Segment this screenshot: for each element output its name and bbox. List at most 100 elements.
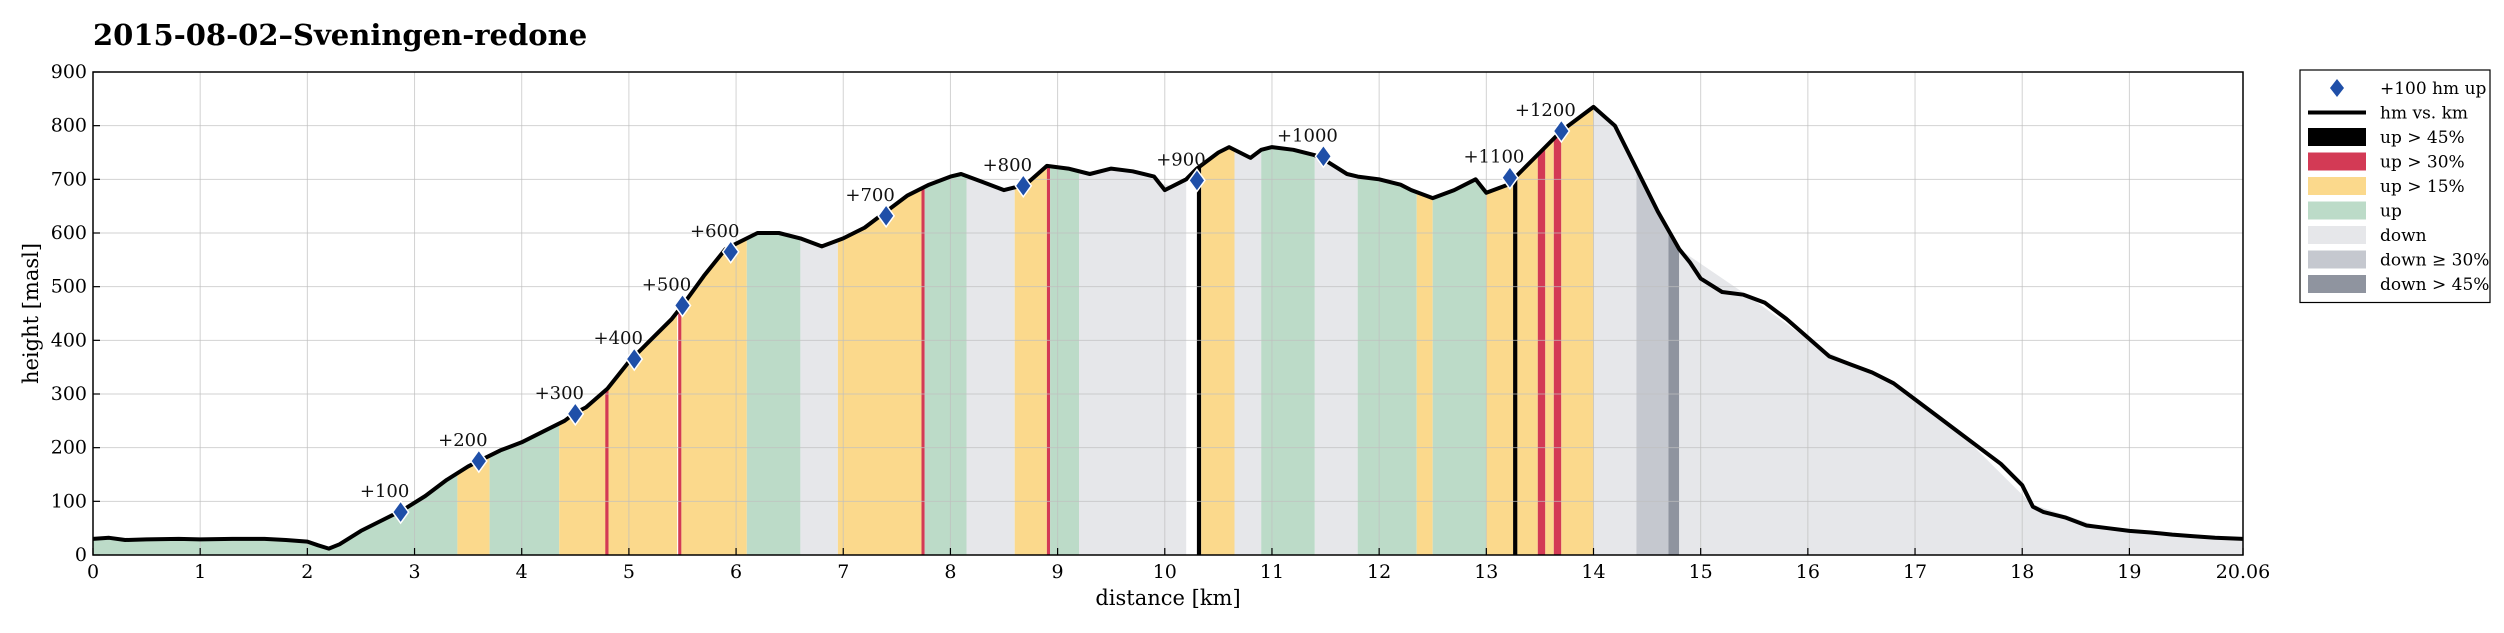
legend-swatch (2308, 152, 2366, 171)
legend-label: hm vs. km (2380, 104, 2468, 124)
hm-marker (877, 203, 896, 229)
legend-label: up > 30% (2380, 153, 2465, 173)
slope-band (1432, 180, 1487, 555)
x-tick-label: 13 (1474, 561, 1498, 583)
slope-band (1014, 165, 1047, 555)
slope-band (681, 238, 747, 555)
hm-marker-label: +1200 (1515, 100, 1576, 121)
slope-band (1261, 147, 1315, 555)
hm-marker (566, 401, 585, 427)
y-tick-label: 600 (51, 222, 87, 244)
hm-marker-label: +500 (642, 274, 691, 295)
x-tick-label: 6 (730, 561, 742, 583)
slope-band (1357, 176, 1417, 555)
slope-band (1561, 106, 1594, 556)
slope-band (1537, 147, 1546, 555)
slope-band (1513, 175, 1518, 555)
legend-label: +100 hm up (2380, 79, 2487, 99)
slope-band (1636, 168, 1669, 555)
slope-band (1050, 166, 1079, 556)
y-tick-label: 400 (51, 329, 87, 351)
x-tick-label: 5 (623, 561, 635, 583)
legend-swatch (2308, 250, 2366, 269)
hm-markers: +100 +200 +300 +400 +500 +600 +700 +800 +900 +100… (360, 100, 1576, 525)
hm-marker (721, 239, 740, 265)
hm-marker (1552, 118, 1571, 144)
y-tick-label: 100 (51, 490, 87, 512)
x-tick-label: 14 (1581, 561, 1605, 583)
slope-band (1234, 149, 1262, 556)
slope-band (924, 174, 967, 555)
y-tick-label: 500 (51, 276, 87, 298)
legend-swatch (2308, 177, 2366, 195)
slope-band (1416, 192, 1433, 555)
hm-marker-label: +1100 (1463, 147, 1524, 168)
x-axis-label: distance [km] (1095, 586, 1240, 610)
slope-band (559, 388, 608, 555)
x-tick-label: 18 (2010, 561, 2034, 583)
slope-band (608, 312, 678, 555)
hm-marker (625, 346, 644, 372)
x-tick-label: 11 (1260, 561, 1284, 583)
legend-label: up > 45% (2380, 128, 2465, 148)
x-tick-label: 2 (301, 561, 313, 583)
slope-band (1593, 106, 1637, 556)
slope-band (457, 455, 490, 555)
x-tick-label: 1 (194, 561, 206, 583)
slope-band (1201, 147, 1235, 555)
legend-label: up (2380, 202, 2402, 222)
slope-band (1545, 138, 1554, 555)
hm-marker-label: +400 (594, 328, 643, 349)
x-tick-label: 20.06 (2216, 561, 2270, 583)
hm-marker-label: +200 (438, 430, 487, 451)
hm-marker (1314, 143, 1333, 169)
hm-marker (469, 448, 488, 474)
hm-marker (1188, 168, 1206, 193)
slope-band (1196, 165, 1202, 555)
chart-title: 2015-08-02–Sveningen-redone (93, 18, 588, 52)
slope-band (605, 387, 609, 555)
slope-band (93, 538, 329, 555)
legend-label: down ≥ 30% (2380, 251, 2489, 271)
x-tick-label: 19 (2117, 561, 2141, 583)
slope-band (1668, 230, 1680, 556)
slope-band (1314, 155, 1358, 555)
hm-marker (673, 293, 692, 318)
x-tick-label: 4 (516, 561, 528, 583)
slope-band (1486, 179, 1514, 556)
hm-marker-label: +300 (535, 383, 584, 404)
hm-marker-label: +700 (845, 185, 894, 206)
slope-band (328, 473, 458, 555)
y-tick-label: 300 (51, 383, 87, 405)
x-tick-label: 16 (1796, 561, 1820, 583)
hm-marker (391, 499, 410, 525)
legend-swatch (2308, 201, 2366, 220)
y-axis-label: height [masl] (19, 243, 43, 384)
plot-frame (92, 71, 2244, 556)
legend-swatch (2308, 128, 2366, 146)
slope-band (800, 238, 838, 555)
x-tick-label: 12 (1367, 561, 1391, 583)
slope-band (921, 186, 925, 556)
y-tick-label: 900 (51, 61, 87, 83)
slope-bands (93, 106, 2243, 556)
legend-swatch (2308, 275, 2366, 293)
legend-label: down (2380, 226, 2427, 246)
legend-swatch (2308, 226, 2366, 244)
x-tick-label: 15 (1689, 561, 1713, 583)
x-tick-label: 10 (1153, 561, 1177, 583)
slope-band (1679, 249, 2243, 555)
slope-band (1079, 169, 1187, 555)
legend-label: down > 45% (2380, 275, 2489, 295)
hm-marker-label: +600 (690, 221, 739, 242)
slope-band (489, 423, 560, 555)
slope-band (966, 176, 1015, 555)
x-tick-label: 8 (944, 561, 956, 583)
x-tick-label: 7 (837, 561, 849, 583)
y-tick-label: 700 (51, 168, 87, 190)
hm-marker-label: +1000 (1277, 125, 1338, 146)
y-tick-label: 800 (51, 115, 87, 137)
x-tick-label: 9 (1052, 561, 1064, 583)
slope-band (1517, 154, 1538, 555)
x-tick-label: 3 (408, 561, 420, 583)
